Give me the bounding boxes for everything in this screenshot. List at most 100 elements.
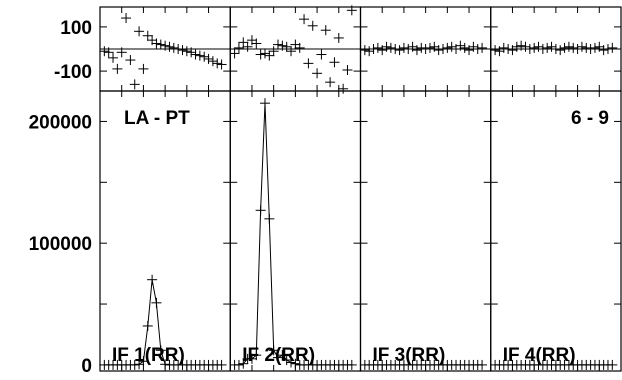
data-point [442, 42, 453, 53]
data-point [542, 42, 553, 53]
data-point [585, 44, 596, 54]
data-point [286, 357, 297, 368]
data-point [207, 56, 218, 67]
data-point [138, 63, 149, 74]
data-point [372, 42, 383, 53]
data-point [112, 63, 123, 74]
y-tick-label: -100 [54, 62, 92, 83]
data-point [268, 46, 279, 57]
data-point [259, 48, 270, 59]
data-point [255, 205, 266, 216]
data-point [299, 14, 310, 25]
data-point [116, 47, 127, 58]
data-point [155, 345, 166, 356]
data-point [568, 42, 579, 53]
data-point [598, 45, 609, 56]
data-point [203, 53, 214, 64]
data-point [108, 52, 119, 63]
data-point [403, 44, 414, 54]
data-point [333, 32, 344, 43]
data-point [559, 42, 570, 53]
panel-label: IF 2(RR) [242, 345, 315, 366]
data-point [160, 359, 171, 370]
data-point [177, 45, 188, 56]
data-point [138, 356, 149, 367]
data-point [268, 345, 279, 356]
data-point [589, 42, 600, 53]
data-point [129, 79, 140, 90]
data-point [329, 57, 340, 68]
data-point [216, 59, 227, 70]
data-point [511, 41, 522, 52]
data-point [129, 359, 140, 370]
amplitude-series [490, 359, 618, 370]
data-point [381, 41, 392, 52]
data-point [468, 41, 479, 52]
data-point [563, 41, 574, 52]
data-point [190, 49, 201, 60]
panel-frames [99, 6, 622, 372]
amplitude-line [234, 103, 352, 366]
panel-label: IF 1(RR) [112, 345, 185, 366]
amplitude-panel-frame [359, 90, 492, 372]
data-point [277, 40, 288, 51]
data-point [251, 38, 262, 49]
data-point [420, 44, 431, 54]
data-point [264, 213, 275, 224]
data-point [546, 41, 557, 52]
data-point [607, 359, 618, 370]
data-point [233, 42, 244, 53]
data-point [368, 44, 379, 54]
data-point [346, 359, 357, 370]
data-point [281, 355, 292, 366]
data-point [533, 41, 544, 52]
data-point [433, 45, 444, 56]
data-point [194, 50, 205, 61]
data-point [277, 350, 288, 361]
data-point [416, 42, 427, 53]
data-point [390, 44, 401, 54]
data-point [212, 58, 223, 69]
data-point [477, 42, 488, 53]
data-point [121, 13, 132, 24]
y-tick-label: 200000 [29, 112, 92, 133]
phase-series [99, 13, 227, 90]
data-point [99, 46, 110, 57]
data-point [151, 297, 162, 308]
data-point [342, 65, 353, 75]
data-point [394, 45, 405, 56]
data-point [186, 47, 197, 58]
data-point [524, 44, 535, 54]
data-point [411, 45, 422, 56]
data-point [255, 49, 266, 60]
data-point [398, 42, 409, 53]
data-point [490, 45, 501, 56]
data-point [572, 44, 583, 54]
data-point [459, 42, 470, 53]
data-point [173, 44, 184, 54]
data-point [238, 358, 249, 369]
amplitude-series [229, 98, 357, 370]
data-point [325, 77, 336, 88]
amplitude-series [359, 359, 488, 370]
data-point [125, 55, 136, 66]
data-series [99, 5, 618, 370]
data-point [385, 42, 396, 53]
data-point [238, 37, 249, 48]
amplitude-series [99, 274, 227, 370]
data-point [520, 41, 531, 52]
range-label: 6 - 9 [571, 108, 609, 129]
data-point [307, 20, 318, 31]
data-point [155, 39, 166, 50]
data-point [359, 45, 370, 56]
data-point [264, 50, 275, 61]
panel-label: IF 3(RR) [373, 345, 446, 366]
data-point [472, 44, 483, 54]
amplitude-panel-frame [229, 90, 362, 372]
data-point [498, 42, 509, 53]
data-point [242, 41, 253, 52]
data-point [550, 44, 561, 54]
data-point [607, 42, 618, 53]
data-point [503, 44, 514, 54]
